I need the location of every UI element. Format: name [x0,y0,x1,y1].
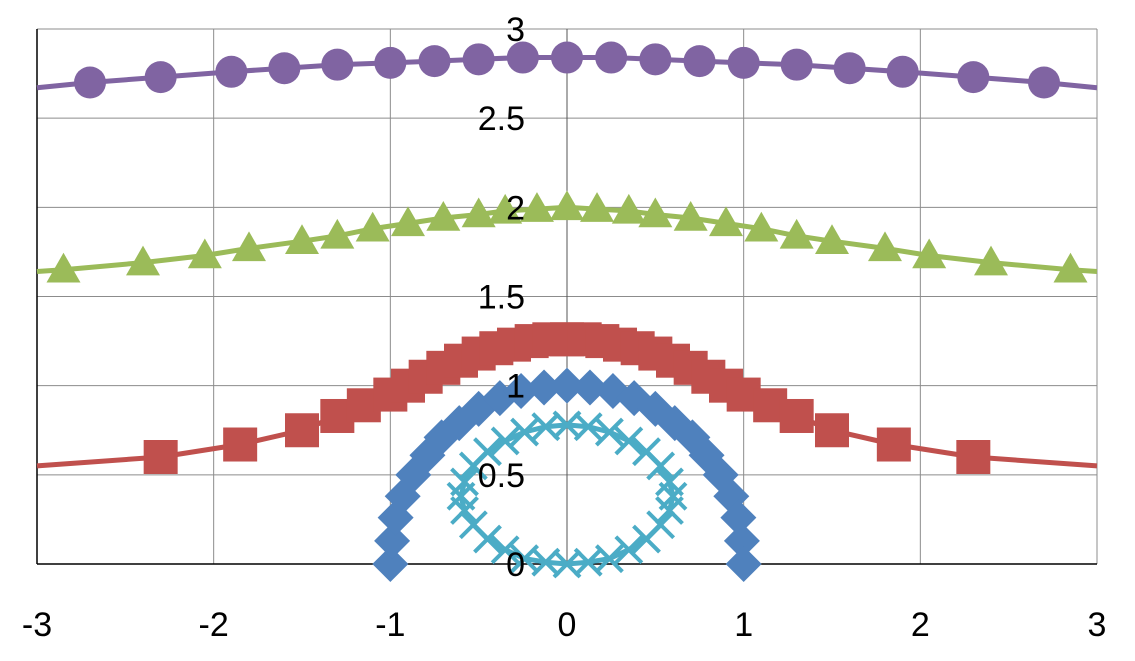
data-point-square [285,413,319,448]
y-tick-label: 0.5 [478,457,525,495]
data-point-square [223,427,258,462]
data-point-diamond [549,367,585,404]
data-point-circle [462,43,495,76]
data-point-square [815,413,849,448]
data-point-triangle [673,201,708,231]
data-point-circle [639,43,672,76]
data-point-x [614,426,644,456]
data-point-diamond [377,499,414,536]
data-point-x [594,417,624,447]
y-tick-label: 0 [506,546,525,584]
data-point-x [458,510,488,540]
data-point-circle [506,41,539,74]
data-point-square [876,427,911,462]
data-point-diamond [720,499,757,536]
data-point-triangle [426,201,461,231]
data-point-triangle [488,193,523,224]
data-point-triangle [580,192,615,222]
data-point-circle [886,55,919,88]
data-point-diamond [372,546,409,582]
data-point-x [614,535,644,565]
data-point-circle [551,41,583,74]
data-point-circle [683,45,716,78]
y-tick-label: 1.5 [478,279,525,317]
data-point-triangle [638,197,673,228]
data-point-triangle [779,218,814,249]
data-point-diamond [374,522,411,559]
data-point-triangle [519,192,554,222]
tick-labels: 0 0.5 1 1.5 2 2.5 3 -3 -2 -1 0 1 2 3 [22,11,1107,644]
data-point-x [531,412,561,442]
data-point-x [490,426,520,456]
data-point-triangle [355,211,390,242]
x-tick-label: -3 [22,606,52,644]
data-point-circle [1028,66,1060,99]
y-tick-label: 3 [506,11,525,49]
data-point-triangle [815,224,849,254]
x-tick-label: -2 [199,606,229,644]
data-point-circle [833,52,866,85]
data-point-circle [727,46,760,79]
data-point-circle [144,61,177,94]
y-tick-label: 2 [506,189,525,227]
data-point-triangle [912,238,947,269]
data-point-triangle [611,193,646,224]
data-point-triangle [187,238,222,269]
data-point-circle [595,41,628,74]
data-point-x [573,412,603,442]
data-point-circle [957,61,990,94]
x-tick-label: 0 [558,606,577,644]
data-point-triangle [126,245,160,276]
x-tick-label: -1 [375,606,405,644]
data-point-x [473,437,502,467]
data-point-x [510,544,540,574]
data-point-triangle [232,231,266,262]
data-point-triangle [744,211,779,242]
data-point-triangle [391,206,425,237]
data-point-triangle [1053,252,1088,283]
data-point-diamond [723,522,760,559]
data-point-x [450,467,479,497]
data-point-triangle [974,245,1008,276]
data-point-diamond [503,373,540,410]
data-point-x [510,417,540,447]
data-point-triangle [320,218,355,249]
data-point-square [956,440,991,474]
data-point-triangle [550,190,584,221]
plot-area [36,41,1098,582]
data-point-circle [780,48,813,81]
data-point-x [632,524,661,554]
data-point-x [655,496,684,525]
data-point-circle [418,45,451,78]
data-point-x [490,535,520,565]
data-point-square [143,440,178,474]
data-point-triangle [868,231,902,262]
data-point-circle [215,55,248,88]
x-tick-label: 3 [1088,606,1107,644]
data-point-triangle [461,197,496,228]
data-point-diamond [526,369,563,406]
data-point-square [779,398,814,433]
data-point-circle [374,46,407,79]
y-tick-label: 1 [506,368,525,406]
data-point-diamond [725,546,762,582]
x-tick-label: 1 [734,606,753,644]
data-point-triangle [285,224,319,254]
data-point-circle [268,52,301,85]
data-point-circle [321,48,354,81]
data-point-triangle [46,252,81,283]
data-point-circle [74,66,106,99]
data-point-triangle [709,206,743,237]
x-tick-label: 2 [911,606,930,644]
data-point-x [646,451,676,481]
y-tick-label: 2.5 [478,100,525,138]
data-point-diamond [571,369,608,406]
